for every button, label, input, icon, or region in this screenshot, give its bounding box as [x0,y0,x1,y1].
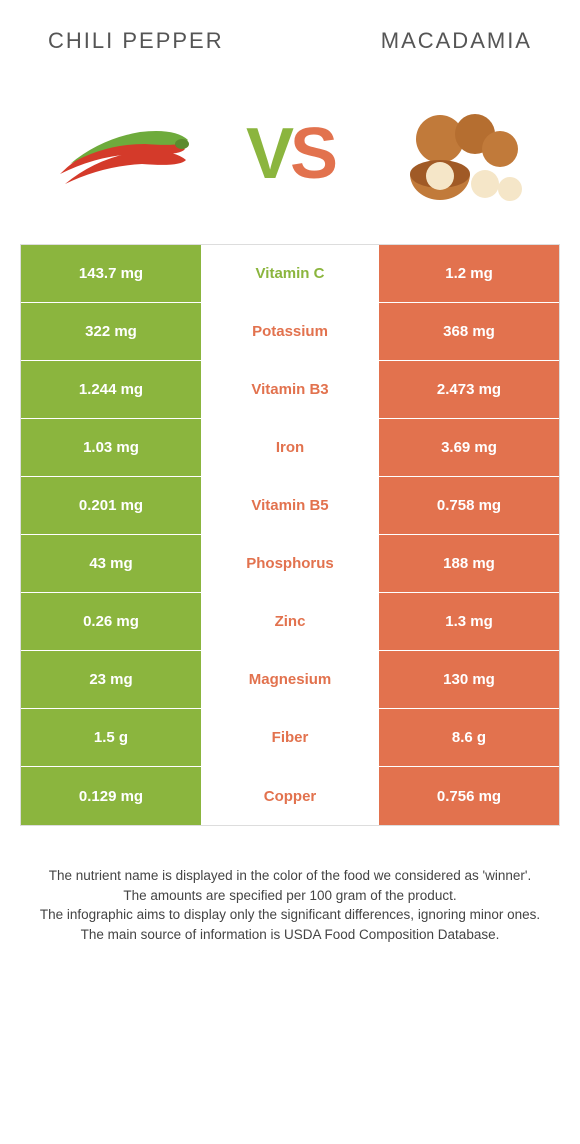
macadamia-image [380,94,540,214]
left-value: 1.03 mg [21,419,201,476]
left-value: 1.5 g [21,709,201,766]
footer-line: The nutrient name is displayed in the co… [30,866,550,886]
left-value: 322 mg [21,303,201,360]
nutrient-label: Vitamin C [201,245,379,302]
table-row: 0.129 mg Copper 0.756 mg [21,767,559,825]
nutrient-label: Copper [201,767,379,825]
right-value: 368 mg [379,303,559,360]
vs-label: VS [246,113,334,195]
nutrient-label: Phosphorus [201,535,379,592]
left-value: 23 mg [21,651,201,708]
comparison-table: 143.7 mg Vitamin C 1.2 mg 322 mg Potassi… [20,244,560,826]
nutrient-label: Zinc [201,593,379,650]
table-row: 143.7 mg Vitamin C 1.2 mg [21,245,559,303]
nutrient-label: Vitamin B5 [201,477,379,534]
right-value: 1.3 mg [379,593,559,650]
right-value: 2.473 mg [379,361,559,418]
title-left: Chili pepper [48,28,224,54]
right-value: 0.758 mg [379,477,559,534]
left-value: 1.244 mg [21,361,201,418]
right-value: 3.69 mg [379,419,559,476]
nutrient-label: Iron [201,419,379,476]
nutrient-label: Potassium [201,303,379,360]
table-row: 0.26 mg Zinc 1.3 mg [21,593,559,651]
table-row: 43 mg Phosphorus 188 mg [21,535,559,593]
right-value: 0.756 mg [379,767,559,825]
table-row: 1.5 g Fiber 8.6 g [21,709,559,767]
title-right: Macadamia [381,28,532,54]
nutrient-label: Magnesium [201,651,379,708]
table-row: 0.201 mg Vitamin B5 0.758 mg [21,477,559,535]
left-value: 0.129 mg [21,767,201,825]
left-value: 0.26 mg [21,593,201,650]
footer-notes: The nutrient name is displayed in the co… [0,826,580,944]
left-value: 43 mg [21,535,201,592]
right-value: 130 mg [379,651,559,708]
nutrient-label: Vitamin B3 [201,361,379,418]
vs-v: V [246,113,290,195]
right-value: 1.2 mg [379,245,559,302]
footer-line: The infographic aims to display only the… [30,905,550,925]
chili-pepper-image [40,94,200,214]
footer-line: The main source of information is USDA F… [30,925,550,945]
table-row: 1.244 mg Vitamin B3 2.473 mg [21,361,559,419]
right-value: 8.6 g [379,709,559,766]
table-row: 1.03 mg Iron 3.69 mg [21,419,559,477]
header: Chili pepper Macadamia [0,0,580,64]
right-value: 188 mg [379,535,559,592]
vs-s: S [290,113,334,195]
table-row: 23 mg Magnesium 130 mg [21,651,559,709]
table-row: 322 mg Potassium 368 mg [21,303,559,361]
left-value: 0.201 mg [21,477,201,534]
left-value: 143.7 mg [21,245,201,302]
vs-section: VS [0,64,580,244]
nutrient-label: Fiber [201,709,379,766]
footer-line: The amounts are specified per 100 gram o… [30,886,550,906]
